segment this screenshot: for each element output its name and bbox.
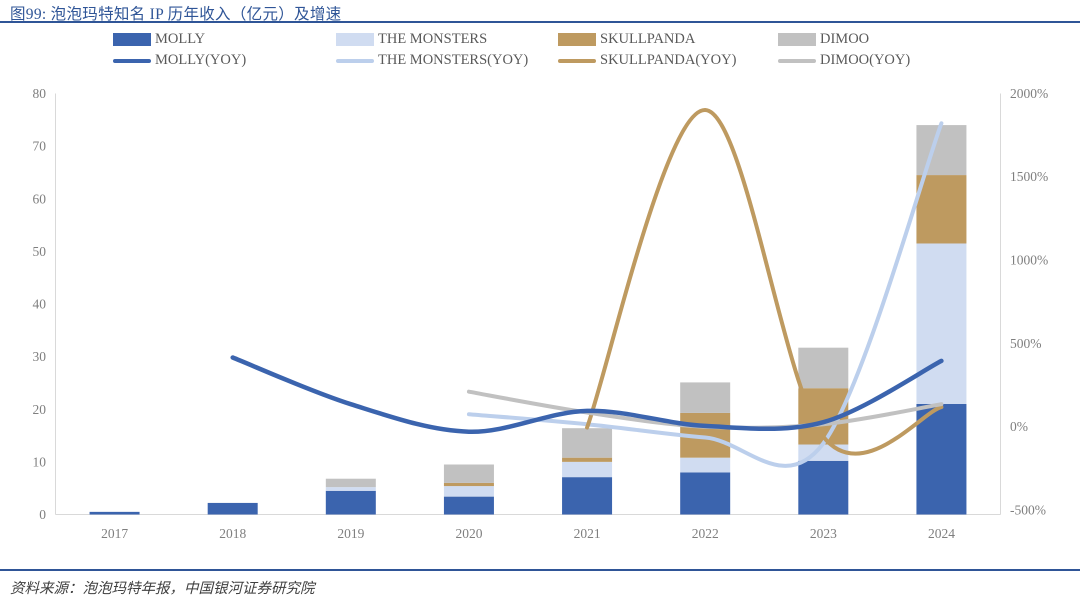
bar-segment-skullpanda-2021: [562, 457, 613, 462]
x-axis-label: 2023: [810, 526, 837, 541]
bar-segment-molly-2024: [916, 403, 967, 515]
x-axis-label: 2021: [574, 526, 601, 541]
molly-yoy-line-swatch: [113, 58, 151, 63]
yoy-line-skullpanda-yoy: [585, 107, 944, 456]
left-axis-tick-label: 40: [33, 297, 47, 312]
left-axis-tick-label: 30: [33, 349, 47, 364]
bar-segment-dimoo-2024: [916, 125, 967, 176]
legend: MOLLY THE MONSTERS SKULLPANDA DIMOO MOLLY(YO…: [0, 0, 1080, 75]
left-axis-tick-label: 50: [33, 244, 47, 259]
yoy-line-molly-yoy: [230, 355, 944, 434]
the-monsters-yoy-line-swatch: [336, 58, 374, 63]
bar-segment-dimoo-2020: [443, 464, 494, 483]
x-axis-label: 2018: [219, 526, 246, 541]
right-axis-tick-label: -500%: [1010, 503, 1046, 518]
bar-segment-the-monsters-2020: [443, 486, 494, 497]
x-axis-label: 2022: [692, 526, 719, 541]
yoy-line-the-monsters-yoy: [466, 121, 944, 468]
figure-title: 图99: 泡泡玛特知名 IP 历年收入（亿元）及增速: [10, 6, 342, 23]
legend-item-label: THE MONSTERS(YOY): [378, 52, 529, 68]
bar-segment-molly-2020: [443, 496, 494, 515]
bar-segment-molly-2017: [89, 511, 140, 515]
bar-segment-the-monsters-2019: [325, 487, 376, 491]
bar-segment-the-monsters-2021: [562, 461, 613, 478]
title-rule: [0, 21, 1080, 23]
molly-bar-swatch: [113, 33, 151, 46]
bar-segment-molly-2019: [325, 490, 376, 515]
right-axis-tick-label: 2000%: [1010, 86, 1048, 101]
x-axis-label: 2019: [337, 526, 364, 541]
bar-segment-molly-2022: [680, 472, 731, 515]
bar-segment-dimoo-2021: [562, 428, 613, 458]
bar-segment-molly-2021: [562, 477, 613, 515]
legend-item-label: SKULLPANDA: [600, 31, 696, 47]
legend-item-label: MOLLY(YOY): [155, 52, 247, 68]
legend-item-label: DIMOO: [820, 31, 870, 47]
source-note: 资料来源：泡泡玛特年报，中国银河证券研究院: [10, 581, 315, 597]
legend-item-the-monsters: THE MONSTERS: [336, 31, 487, 48]
left-axis-tick-label: 70: [33, 139, 47, 154]
legend-item-label: SKULLPANDA(YOY): [600, 52, 737, 68]
bar-segment-molly-2018: [207, 502, 258, 515]
dimoo-bar-swatch: [778, 33, 816, 46]
right-axis-tick-label: 1500%: [1010, 169, 1048, 184]
legend-item-label: MOLLY: [155, 31, 206, 47]
left-axis-tick-label: 60: [33, 191, 47, 206]
bar-segment-molly-2023: [798, 460, 849, 515]
legend-item-the-monsters-yoy: THE MONSTERS(YOY): [336, 52, 528, 69]
legend-item-label: THE MONSTERS: [378, 31, 488, 47]
the-monsters-bar-swatch: [336, 33, 374, 46]
bar-segment-the-monsters-2024: [916, 243, 967, 404]
legend-item-label: DIMOO(YOY): [820, 52, 911, 68]
skullpanda-yoy-line-swatch: [558, 58, 596, 63]
bar-segment-skullpanda-2024: [916, 175, 967, 244]
legend-item-dimoo-yoy: DIMOO(YOY): [778, 52, 910, 69]
x-axis-label: 2020: [455, 526, 482, 541]
left-axis-tick-label: 80: [33, 86, 47, 101]
skullpanda-bar-swatch: [558, 33, 596, 46]
x-axis-label: 2017: [101, 526, 128, 541]
right-axis-tick-label: 0%: [1010, 419, 1028, 434]
dimoo-yoy-line-swatch: [778, 58, 816, 63]
x-axis-label: 2024: [928, 526, 955, 541]
legend-item-skullpanda: SKULLPANDA: [558, 31, 695, 48]
bar-segment-skullpanda-2020: [443, 482, 494, 487]
legend-item-molly-yoy: MOLLY(YOY): [113, 52, 246, 69]
legend-item-molly: MOLLY: [113, 31, 205, 48]
footer-rule: [0, 569, 1080, 571]
right-axis-tick-label: 500%: [1010, 336, 1042, 351]
bar-segment-dimoo-2022: [680, 382, 731, 413]
legend-item-skullpanda-yoy: SKULLPANDA(YOY): [558, 52, 736, 69]
legend-item-dimoo: DIMOO: [778, 31, 869, 48]
bar-segment-dimoo-2019: [325, 478, 376, 488]
right-axis-tick-label: 1000%: [1010, 253, 1048, 268]
left-axis-tick-label: 0: [39, 507, 46, 522]
left-axis-tick-label: 10: [33, 454, 47, 469]
left-axis-tick-label: 20: [33, 402, 47, 417]
bar-segment-dimoo-2023: [798, 347, 849, 389]
bar-segment-the-monsters-2022: [680, 457, 731, 473]
